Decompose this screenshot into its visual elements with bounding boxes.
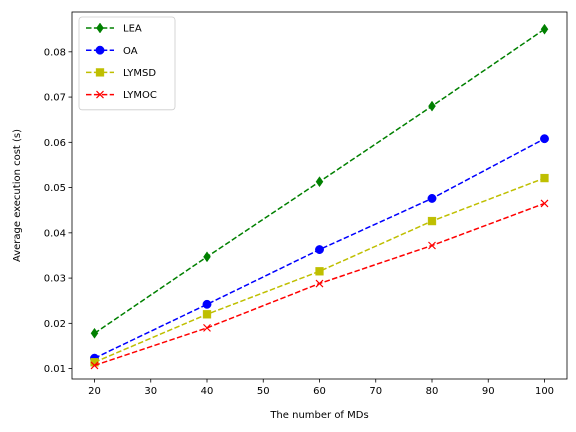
y-tick-label: 0.01 xyxy=(44,364,66,375)
legend-label: OA xyxy=(123,46,138,57)
data-point-lea xyxy=(203,251,211,263)
series-lea xyxy=(90,23,549,339)
y-tick-label: 0.03 xyxy=(44,274,66,285)
y-axis-label: Average execution cost (s) xyxy=(12,129,23,262)
y-tick-label: 0.04 xyxy=(44,228,66,239)
data-point-lea xyxy=(428,100,436,112)
x-axis-label: The number of MDs xyxy=(269,410,368,421)
legend-item-lymsd: LYMSD xyxy=(86,68,156,79)
data-point-lymsd xyxy=(427,216,437,226)
series-lymoc xyxy=(90,199,549,370)
x-tick-label: 70 xyxy=(369,386,382,397)
data-point-oa xyxy=(540,134,549,144)
series-oa xyxy=(90,134,549,363)
legend-label: LYMSD xyxy=(123,68,156,79)
x-tick-label: 80 xyxy=(426,386,439,397)
y-tick-label: 0.02 xyxy=(44,319,66,330)
data-point-lymoc xyxy=(315,279,324,288)
series-line-lymsd xyxy=(94,177,545,363)
data-point-oa xyxy=(202,299,212,309)
x-tick-label: 30 xyxy=(144,386,157,397)
legend: LEA OA LYMSD LYMOC xyxy=(78,16,176,111)
x-tick-label: 20 xyxy=(88,386,101,397)
data-point-lymsd xyxy=(540,173,549,183)
legend-swatch-marker xyxy=(95,68,105,77)
data-point-lymoc xyxy=(90,361,99,370)
x-tick-label: 40 xyxy=(201,386,214,397)
legend-swatch-marker xyxy=(96,22,104,34)
x-tick-label: 60 xyxy=(313,386,326,397)
y-tick-label: 0.07 xyxy=(44,93,66,104)
legend-swatch-marker xyxy=(95,45,105,55)
series-line-lymoc xyxy=(94,202,545,367)
data-point-lymoc xyxy=(203,323,211,332)
legend-box xyxy=(78,16,176,111)
legend-item-lea: LEA xyxy=(86,22,142,35)
x-tick-label: 90 xyxy=(482,386,495,397)
y-tick-label: 0.05 xyxy=(44,183,66,194)
legend-item-oa: OA xyxy=(86,45,138,57)
data-point-lea xyxy=(315,176,324,188)
legend-label: LYMOC xyxy=(123,90,157,101)
legend-label: LEA xyxy=(123,24,142,35)
data-point-oa xyxy=(315,245,324,255)
legend-swatch-marker xyxy=(96,90,104,99)
data-point-lymoc xyxy=(428,241,436,250)
y-axis-ticks: 0.01 0.02 0.03 0.04 0.05 0.06 0.07 0.08 xyxy=(44,47,72,375)
x-tick-label: 100 xyxy=(535,386,554,397)
series-layer xyxy=(90,23,549,370)
axes-frame xyxy=(71,11,568,380)
data-point-lymsd xyxy=(202,310,212,319)
y-tick-label: 0.08 xyxy=(44,47,66,58)
data-point-lymsd xyxy=(315,267,324,276)
x-tick-label: 50 xyxy=(257,386,270,397)
data-point-lymoc xyxy=(540,199,549,208)
series-lymsd xyxy=(90,173,549,367)
data-point-oa xyxy=(427,193,437,203)
data-point-lea xyxy=(540,23,549,35)
y-tick-label: 0.06 xyxy=(44,138,66,149)
x-axis-ticks: 20 30 40 50 60 70 80 90 100 xyxy=(88,379,554,397)
legend-item-lymoc: LYMOC xyxy=(86,90,157,101)
data-point-lea xyxy=(90,327,99,339)
